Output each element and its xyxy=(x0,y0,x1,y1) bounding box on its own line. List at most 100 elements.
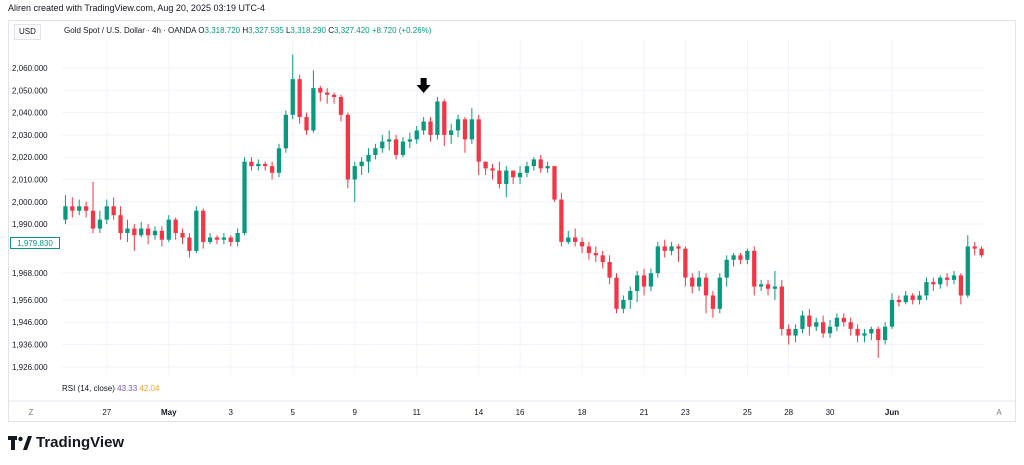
candle-body xyxy=(166,219,171,240)
candle-body xyxy=(641,275,647,287)
candle xyxy=(807,308,812,336)
candle xyxy=(910,293,915,305)
candle xyxy=(469,108,474,144)
candle xyxy=(462,117,468,153)
axis-left-corner: Z xyxy=(29,408,34,417)
candle xyxy=(938,275,943,289)
candle-body xyxy=(834,317,840,327)
candle-body xyxy=(628,291,633,300)
candle xyxy=(455,114,461,138)
down-arrow-marker xyxy=(416,78,431,93)
candle xyxy=(862,328,867,343)
candle-body xyxy=(545,166,550,169)
candle xyxy=(221,233,227,245)
candle xyxy=(118,206,123,240)
candle xyxy=(194,206,199,254)
candle xyxy=(717,273,722,314)
candle xyxy=(187,233,192,258)
candle-body xyxy=(407,139,412,142)
currency-badge[interactable]: USD xyxy=(14,24,41,40)
candle xyxy=(331,92,337,104)
candle-body xyxy=(621,299,626,309)
candle-body xyxy=(159,230,165,240)
candle-body xyxy=(710,295,716,309)
candle-body xyxy=(276,148,282,173)
candle-body xyxy=(414,130,419,140)
candle xyxy=(490,163,495,180)
candle xyxy=(483,161,488,176)
candle xyxy=(338,94,344,122)
current-price-tag: 1,979.830 xyxy=(10,237,60,249)
candle xyxy=(552,166,557,202)
candle-body xyxy=(455,119,461,131)
candle-body xyxy=(139,228,144,236)
candle xyxy=(132,224,137,251)
candle xyxy=(683,246,688,287)
candle xyxy=(311,70,316,133)
candle xyxy=(207,233,213,245)
candle-body xyxy=(263,163,268,167)
candle xyxy=(965,235,970,298)
candle-body xyxy=(435,101,440,135)
symbol-name[interactable]: Gold Spot / U.S. Dollar · 4h · OANDA xyxy=(64,26,197,35)
y-tick-label: 1,990.000 xyxy=(12,220,48,229)
candle xyxy=(814,317,819,332)
candle-body xyxy=(297,79,302,118)
candle-body xyxy=(325,92,330,95)
candle-body xyxy=(104,206,109,220)
candle xyxy=(393,134,399,160)
low-label: L xyxy=(285,26,291,35)
candle-body xyxy=(421,121,426,131)
candle xyxy=(77,199,82,216)
candle-body xyxy=(738,255,743,260)
candle xyxy=(593,246,598,263)
candle xyxy=(724,255,729,287)
symbol-legend: Gold Spot / U.S. Dollar · 4h · OANDA O3,… xyxy=(64,26,431,36)
candle-body xyxy=(180,233,185,238)
candle-body xyxy=(145,228,151,236)
y-tick-label: 2,040.000 xyxy=(12,109,48,118)
candle xyxy=(944,273,950,287)
chart-credit: Aliren created with TradingView.com, Aug… xyxy=(8,3,265,13)
candle-body xyxy=(573,237,578,242)
candle-body xyxy=(552,166,557,200)
candle-body xyxy=(125,228,130,234)
candle xyxy=(600,250,605,269)
x-tick-label: 28 xyxy=(784,408,793,417)
candle-body xyxy=(228,237,233,242)
candle-body xyxy=(669,246,674,251)
candle xyxy=(896,295,902,307)
candle xyxy=(83,201,89,218)
candle xyxy=(958,273,964,305)
candle xyxy=(676,244,681,263)
candle-body xyxy=(201,210,206,242)
candle-body xyxy=(931,282,936,285)
candle-body xyxy=(586,246,592,254)
candle-body xyxy=(380,141,385,149)
candle-body xyxy=(476,119,481,162)
open-label: O xyxy=(198,26,205,35)
candle xyxy=(882,322,888,345)
axis-right-corner: A xyxy=(996,408,1002,417)
candle xyxy=(276,143,282,178)
candle-body xyxy=(352,166,357,180)
x-tick-label: 23 xyxy=(681,408,690,417)
candle-body xyxy=(311,88,316,131)
candle xyxy=(352,161,357,202)
y-tick-label: 1,968.000 xyxy=(12,269,48,278)
candle-body xyxy=(662,246,667,251)
x-tick-label: 16 xyxy=(516,408,525,417)
candle-body xyxy=(77,206,82,211)
candle-body xyxy=(869,328,874,334)
high-label: H xyxy=(242,26,249,35)
candle-body xyxy=(841,317,846,323)
rsi-label[interactable]: RSI (14, close) xyxy=(62,384,115,393)
candle-body xyxy=(318,88,323,93)
candle xyxy=(745,248,750,265)
candle xyxy=(366,148,371,173)
y-tick-label: 1,926.000 xyxy=(12,363,48,372)
rsi-value-2: 42.04 xyxy=(139,384,160,393)
candle xyxy=(820,315,826,338)
candle xyxy=(827,319,833,338)
